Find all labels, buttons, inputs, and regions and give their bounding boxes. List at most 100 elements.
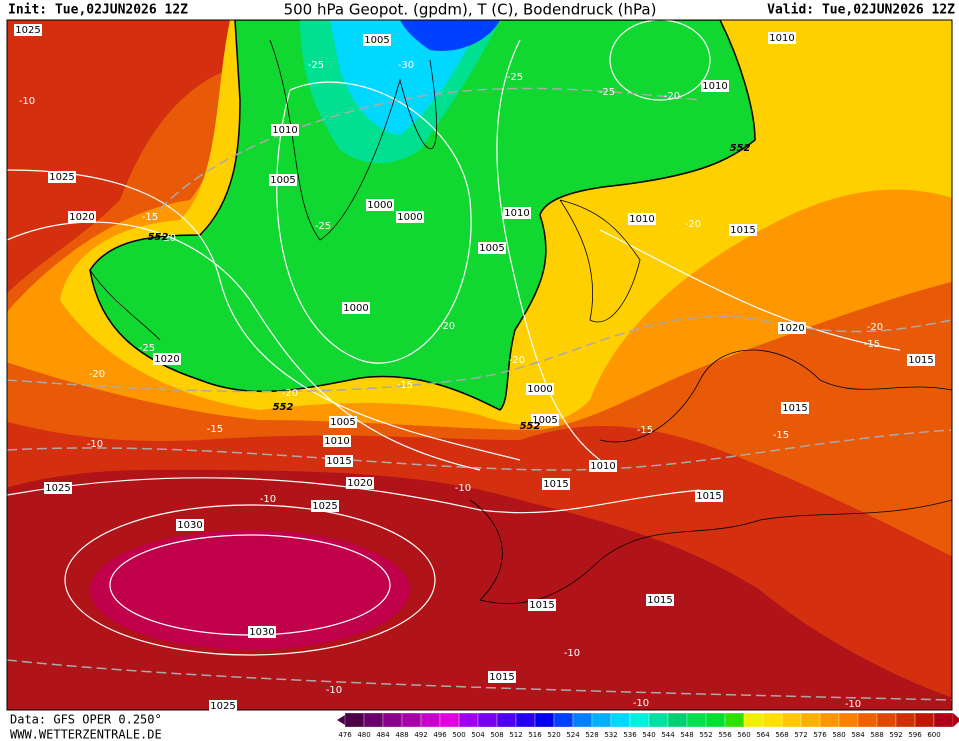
temperature-label: -20	[439, 321, 455, 332]
colorbar-label: 600	[927, 731, 940, 739]
colorbar-label: 552	[699, 731, 712, 739]
colorbar-label: 528	[585, 731, 598, 739]
colorbar-swatch	[895, 712, 916, 728]
isotherms	[7, 87, 952, 701]
isobar-label: 1010	[769, 33, 794, 44]
isobar-label: 1030	[177, 520, 202, 531]
isobar-label: 1005	[532, 415, 557, 426]
colorbar-swatch	[363, 712, 384, 728]
isobar-label-box	[176, 519, 204, 531]
init-time: Init: Tue,02JUN2026 12Z	[8, 3, 188, 18]
colorbar-label: 588	[870, 731, 883, 739]
temperature-label: -10	[326, 685, 342, 696]
data-source: Data: GFS OPER 0.250°	[10, 713, 162, 727]
isobar-label: 1000	[343, 303, 368, 314]
isobar-label: 1010	[702, 81, 727, 92]
isobar-label: 1015	[543, 479, 568, 490]
colorbar-swatch	[515, 712, 536, 728]
temperature-label: -10	[845, 699, 861, 710]
colorbar-arrow-right	[953, 713, 959, 727]
temperature-label: -15	[207, 424, 223, 435]
isobar-label: 1015	[529, 600, 554, 611]
isobar-label-box	[342, 302, 370, 314]
isobar-label-box	[778, 322, 806, 334]
isobar-label-box	[531, 414, 559, 426]
colorbar-swatch	[439, 712, 460, 728]
isobar-label: 1015	[647, 595, 672, 606]
colorbar-label: 564	[756, 731, 770, 739]
colorbar-swatch	[629, 712, 650, 728]
temperature-label: -10	[87, 439, 103, 450]
temperature-label: -25	[315, 221, 331, 232]
temperature-label: -20	[282, 388, 298, 399]
isobar-label-box	[48, 171, 76, 183]
colorbar-label: 480	[357, 731, 370, 739]
temperature-label: -25	[308, 60, 324, 71]
colorbar-swatch	[591, 712, 612, 728]
isobar-label: 1005	[364, 35, 389, 46]
temperature-label: -15	[637, 425, 653, 436]
isobar-label: 1020	[779, 323, 804, 334]
colorbar-swatch	[648, 712, 669, 728]
isobar-label-box	[323, 435, 351, 447]
map-frame	[6, 19, 953, 711]
isobar-label: 1000	[367, 200, 392, 211]
colorbar-label: 496	[433, 731, 447, 739]
coastlines	[89, 39, 952, 604]
colorbar-swatch	[496, 712, 517, 728]
isobar-label: 1015	[730, 225, 755, 236]
colorbar-swatch	[344, 712, 365, 728]
geopotential-label: 552	[273, 402, 294, 413]
colorbar-label: 488	[395, 731, 408, 739]
isobar-label: 1030	[249, 627, 274, 638]
isobar-label: 1015	[489, 672, 514, 683]
isobar-label-box	[366, 199, 394, 211]
colorbar-swatch	[572, 712, 593, 728]
colorbar-label: 492	[414, 731, 427, 739]
geopotential-label: 552	[148, 232, 169, 243]
colorbar-swatch	[914, 712, 935, 728]
isobar-label: 1020	[69, 212, 94, 223]
colorbar-label: 504	[471, 731, 485, 739]
temperature-label: -15	[773, 430, 789, 441]
colorbar-label: 544	[661, 731, 675, 739]
colorbar-label: 484	[376, 731, 390, 739]
colorbar-swatch	[458, 712, 479, 728]
colorbar-label: 548	[680, 731, 693, 739]
isobar-label-box	[209, 700, 237, 712]
temperature-label: -20	[89, 369, 105, 380]
colorbar-label: 556	[718, 731, 732, 739]
temperature-label: -25	[507, 72, 523, 83]
colorbar-swatch	[667, 712, 688, 728]
colorbar-swatch	[762, 712, 783, 728]
colorbar-swatch	[781, 712, 802, 728]
isobar-label: 1010	[629, 214, 654, 225]
colorbar-swatch	[705, 712, 726, 728]
colorbar-label: 580	[832, 731, 845, 739]
temperature-label: -20	[160, 233, 176, 244]
isobar-label: 1005	[479, 243, 504, 254]
geopotential-label: 552	[520, 421, 541, 432]
isobar-label: 1010	[272, 125, 297, 136]
isobar-label-box	[503, 207, 531, 219]
colorbar-swatch	[933, 712, 954, 728]
isobar-label-box	[768, 32, 796, 44]
colorbar-swatch	[857, 712, 878, 728]
isobar-label: 1010	[324, 436, 349, 447]
colorbar-label: 560	[737, 731, 750, 739]
colorbar-label: 516	[528, 731, 542, 739]
colorbar-swatch	[401, 712, 422, 728]
map-field	[7, 20, 952, 710]
isobar-label: 1015	[696, 491, 721, 502]
geopotential-label: 552	[730, 143, 751, 154]
temperature-label: -25	[139, 343, 155, 354]
temperature-label: -10	[564, 648, 580, 659]
isobar-label-box	[695, 490, 723, 502]
isobar-label-box	[248, 626, 276, 638]
temperature-label: -20	[509, 355, 525, 366]
isobar-label-box	[781, 402, 809, 414]
map-title: 500 hPa Geopot. (gpdm), T (C), Bodendruc…	[284, 1, 657, 19]
colorbar-arrow-left	[337, 715, 345, 725]
